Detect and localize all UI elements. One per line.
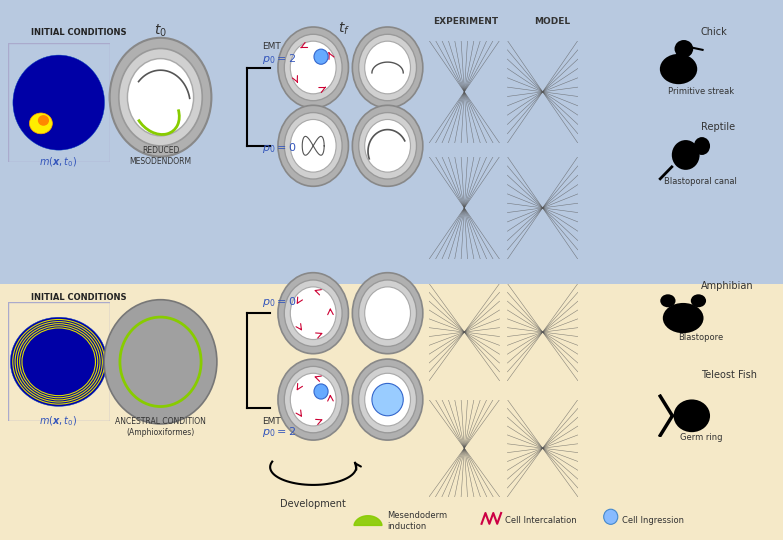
Ellipse shape: [314, 49, 328, 64]
Ellipse shape: [278, 105, 348, 186]
Text: $m(\boldsymbol{x}, t_0)$: $m(\boldsymbol{x}, t_0)$: [39, 414, 77, 428]
Text: ANCESTRAL CONDITION
(Amphioxiformes): ANCESTRAL CONDITION (Amphioxiformes): [115, 416, 206, 437]
Ellipse shape: [604, 509, 618, 524]
Ellipse shape: [128, 59, 193, 136]
FancyBboxPatch shape: [0, 284, 783, 540]
Text: Mesendoderm
induction: Mesendoderm induction: [388, 511, 448, 531]
Text: Germ ring: Germ ring: [680, 433, 722, 442]
Ellipse shape: [110, 38, 211, 157]
Ellipse shape: [365, 287, 410, 340]
Text: Primitive streak: Primitive streak: [668, 87, 734, 97]
Text: EMT: EMT: [262, 417, 281, 426]
Ellipse shape: [132, 330, 189, 393]
Text: $p_0 = 2$: $p_0 = 2$: [262, 52, 296, 66]
Ellipse shape: [118, 315, 203, 408]
Text: $p_0 = 0$: $p_0 = 0$: [262, 295, 297, 309]
Text: Cell Ingression: Cell Ingression: [622, 516, 684, 524]
Ellipse shape: [290, 41, 336, 94]
Ellipse shape: [284, 280, 342, 347]
Ellipse shape: [119, 49, 202, 146]
Ellipse shape: [372, 383, 403, 416]
Ellipse shape: [290, 287, 336, 340]
Text: Teleost Fish: Teleost Fish: [701, 370, 757, 380]
Text: Reptile: Reptile: [701, 122, 735, 132]
Ellipse shape: [146, 346, 175, 377]
Ellipse shape: [359, 280, 417, 347]
Ellipse shape: [290, 373, 336, 426]
Ellipse shape: [278, 273, 348, 354]
Ellipse shape: [284, 113, 342, 179]
Text: Amphibian: Amphibian: [701, 281, 753, 291]
Text: Development: Development: [280, 498, 346, 509]
Ellipse shape: [104, 300, 217, 424]
Ellipse shape: [314, 384, 328, 399]
Ellipse shape: [352, 27, 423, 108]
Ellipse shape: [359, 366, 417, 433]
Ellipse shape: [352, 105, 423, 186]
Ellipse shape: [365, 119, 410, 172]
Ellipse shape: [365, 41, 410, 94]
Text: Cell Intercalation: Cell Intercalation: [505, 516, 576, 524]
Text: $p_0 = 2$: $p_0 = 2$: [262, 424, 296, 438]
Text: $t_0$: $t_0$: [154, 23, 167, 39]
Ellipse shape: [365, 373, 410, 426]
Text: MODEL: MODEL: [534, 17, 570, 26]
Text: $p_0 = 0$: $p_0 = 0$: [262, 141, 297, 155]
Text: INITIAL CONDITIONS: INITIAL CONDITIONS: [31, 28, 127, 37]
Text: Blastopore: Blastopore: [678, 333, 723, 342]
Ellipse shape: [359, 113, 417, 179]
Ellipse shape: [278, 359, 348, 440]
Ellipse shape: [290, 119, 336, 172]
Text: REDUCED
MESODENDORM: REDUCED MESODENDORM: [129, 145, 192, 166]
Text: Chick: Chick: [701, 27, 727, 37]
Text: Blastoporal canal: Blastoporal canal: [664, 177, 738, 186]
Text: $m(\boldsymbol{x}, t_0)$: $m(\boldsymbol{x}, t_0)$: [39, 155, 77, 168]
Text: EMT: EMT: [262, 42, 281, 51]
Ellipse shape: [352, 359, 423, 440]
Ellipse shape: [284, 366, 342, 433]
Ellipse shape: [278, 27, 348, 108]
Ellipse shape: [352, 273, 423, 354]
Ellipse shape: [284, 34, 342, 100]
Polygon shape: [354, 516, 382, 525]
Text: EXPERIMENT: EXPERIMENT: [433, 17, 499, 26]
Ellipse shape: [359, 34, 417, 100]
Text: INITIAL CONDITIONS: INITIAL CONDITIONS: [31, 293, 127, 302]
FancyBboxPatch shape: [0, 0, 783, 284]
Text: $t_f$: $t_f$: [338, 21, 351, 37]
